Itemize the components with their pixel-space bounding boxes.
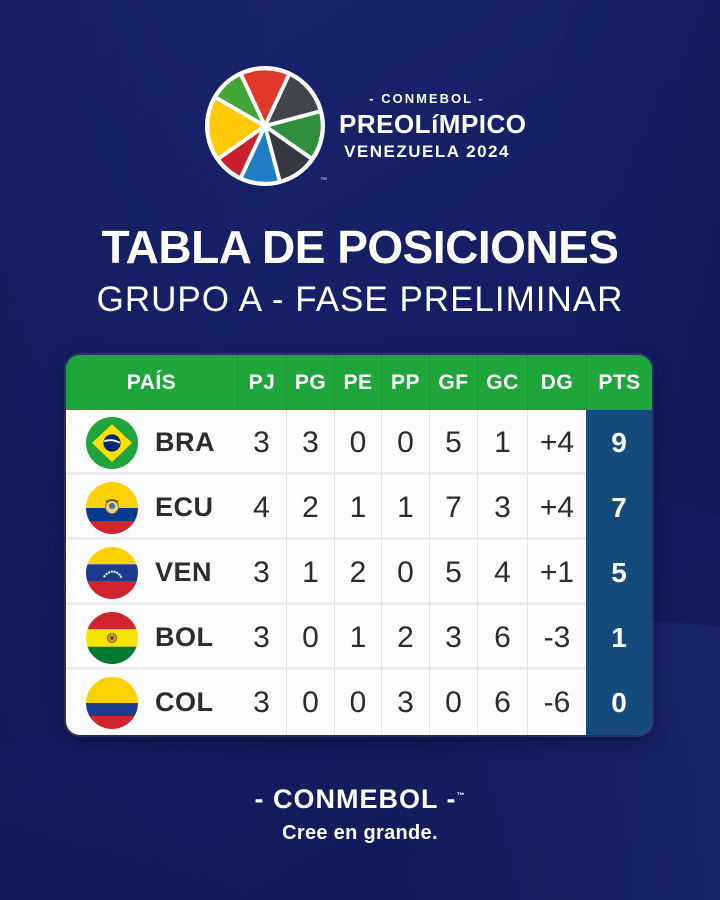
tournament-logo: ™ - CONMEBOL - PREOLíMPICO VENEZUELA 202… bbox=[0, 66, 720, 186]
column-header-pg: PG bbox=[286, 355, 334, 410]
table-row: BOL 3 0 1 2 3 6 -3 1 bbox=[66, 605, 652, 670]
logo-title: PREOLíMPICO bbox=[339, 108, 527, 139]
footer-brand-text: - CONMEBOL - bbox=[254, 784, 457, 814]
column-header-pais: PAÍS bbox=[126, 370, 177, 394]
flag-ecuador-icon bbox=[86, 481, 138, 534]
column-header-pj: PJ bbox=[237, 355, 286, 410]
stat-gf: 0 bbox=[429, 670, 477, 735]
stat-gc: 6 bbox=[477, 670, 527, 735]
country-code: BRA bbox=[155, 427, 215, 457]
standings-table: PAÍS PJ PG PE PP GF GC DG PTS bbox=[66, 355, 652, 735]
page-subtitle: GRUPO A - FASE PRELIMINAR bbox=[96, 280, 624, 319]
column-header-pts: PTS bbox=[586, 355, 652, 410]
stat-pg: 3 bbox=[286, 410, 334, 475]
footer-tagline: Cree en grande. bbox=[282, 822, 438, 844]
stat-pg: 0 bbox=[286, 670, 334, 735]
stat-gc: 6 bbox=[477, 605, 527, 670]
stat-pe: 2 bbox=[334, 540, 381, 605]
stat-gc: 1 bbox=[477, 410, 527, 475]
stat-pj: 3 bbox=[253, 685, 270, 719]
column-header-gf: GF bbox=[429, 355, 477, 410]
stat-pts: 5 bbox=[586, 540, 652, 605]
stat-pp: 1 bbox=[381, 475, 429, 540]
table-header: PAÍS PJ PG PE PP GF GC DG PTS bbox=[66, 355, 652, 410]
stat-gf: 7 bbox=[429, 475, 477, 540]
stat-pp: 0 bbox=[381, 540, 429, 605]
stat-pp: 3 bbox=[381, 670, 429, 735]
stat-dg: -6 bbox=[527, 670, 586, 735]
logo-subtitle: VENEZUELA 2024 bbox=[344, 141, 510, 161]
column-header-dg: DG bbox=[527, 355, 586, 410]
flag-colombia-icon bbox=[86, 676, 138, 729]
table-row: VEN 3 1 2 0 5 4 +1 5 bbox=[66, 540, 652, 605]
footer-brand: - CONMEBOL -™ bbox=[0, 784, 720, 815]
column-header-gc: GC bbox=[477, 355, 527, 410]
stat-pj: 3 bbox=[237, 540, 286, 605]
country-cell: ECU bbox=[66, 475, 237, 540]
stat-pts: 7 bbox=[586, 475, 652, 540]
country-code: BOL bbox=[155, 622, 214, 652]
stat-pg: 2 bbox=[286, 475, 334, 540]
stat-gc: 4 bbox=[477, 540, 527, 605]
stat-pp: 0 bbox=[381, 410, 429, 475]
country-cell: BRA bbox=[66, 410, 237, 475]
country-code: ECU bbox=[155, 492, 214, 522]
table-row: BRA 3 3 0 0 5 1 +4 9 bbox=[66, 410, 652, 475]
footer-trademark: ™ bbox=[456, 791, 466, 800]
stat-pts: 1 bbox=[586, 605, 652, 670]
stat-gf: 3 bbox=[429, 605, 477, 670]
stat-pe: 1 bbox=[334, 605, 381, 670]
stat-pj: 3 bbox=[237, 410, 286, 475]
country-code: VEN bbox=[155, 557, 213, 587]
country-code: COL bbox=[155, 687, 214, 717]
footer: - CONMEBOL -™ Cree en grande. bbox=[0, 784, 720, 845]
country-cell: BOL bbox=[66, 605, 237, 670]
stat-pe: 0 bbox=[334, 410, 381, 475]
stat-gf: 5 bbox=[429, 410, 477, 475]
stat-pg: 0 bbox=[286, 605, 334, 670]
stat-pe: 0 bbox=[334, 670, 381, 735]
stat-pj: 4 bbox=[237, 475, 286, 540]
stat-dg: +1 bbox=[527, 540, 586, 605]
flag-venezuela-icon bbox=[86, 546, 138, 599]
country-cell: COL bbox=[66, 670, 237, 735]
tournament-logo-text: - CONMEBOL - PREOLíMPICO VENEZUELA 2024 bbox=[339, 90, 527, 162]
column-header-pp: PP bbox=[381, 355, 429, 410]
table-row: COL 3 0 0 3 0 6 -6 0 bbox=[66, 670, 652, 735]
stat-pj: 3 bbox=[237, 605, 286, 670]
stat-pp: 2 bbox=[381, 605, 429, 670]
stat-gc: 3 bbox=[477, 475, 527, 540]
table-row: ECU 4 2 1 1 7 3 +4 7 bbox=[66, 475, 652, 540]
ball-trademark: ™ bbox=[320, 177, 327, 184]
page-title: TABLA DE POSICIONES bbox=[101, 221, 619, 273]
logo-conmebol-label: - CONMEBOL - bbox=[369, 90, 485, 106]
stat-pts: 0 bbox=[586, 670, 652, 735]
flag-brazil-icon bbox=[86, 416, 138, 469]
column-header-pe: PE bbox=[334, 355, 381, 410]
stat-pe: 1 bbox=[334, 475, 381, 540]
stat-pts: 9 bbox=[586, 410, 652, 475]
stat-dg: +4 bbox=[527, 410, 586, 475]
conmebol-ball-icon: ™ bbox=[205, 66, 327, 186]
country-cell: VEN bbox=[66, 540, 237, 605]
flag-bolivia-icon bbox=[86, 611, 138, 664]
stat-dg: +4 bbox=[527, 475, 586, 540]
stat-gf: 5 bbox=[429, 540, 477, 605]
stat-dg: -3 bbox=[527, 605, 586, 670]
stat-pg: 1 bbox=[286, 540, 334, 605]
